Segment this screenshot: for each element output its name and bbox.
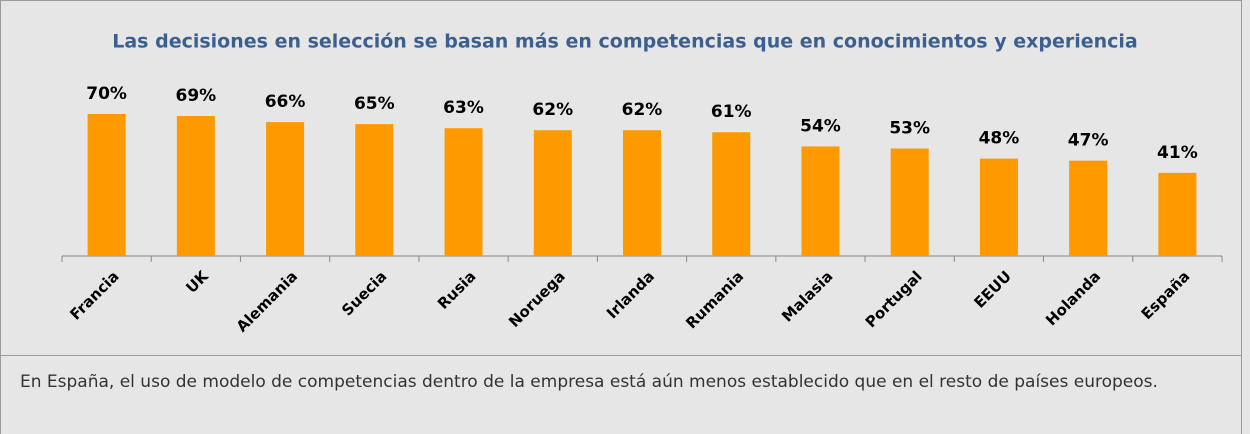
value-label: 41% <box>1157 143 1198 163</box>
value-label: 61% <box>711 102 752 122</box>
bar <box>176 116 215 256</box>
bar <box>1158 172 1197 256</box>
bar <box>623 130 661 256</box>
bar <box>87 113 126 256</box>
bar <box>801 146 840 256</box>
chart-title: Las decisiones en selección se basan más… <box>112 31 1138 53</box>
value-label: 48% <box>979 129 1020 149</box>
value-label: 62% <box>532 100 573 120</box>
value-label: 70% <box>86 84 127 104</box>
bar <box>890 148 929 256</box>
bar <box>1069 160 1108 256</box>
value-label: 54% <box>800 116 841 136</box>
value-label: 62% <box>622 100 663 120</box>
value-label: 47% <box>1068 131 1109 151</box>
bar <box>444 128 483 256</box>
footer-text: En España, el uso de modelo de competenc… <box>20 372 1158 392</box>
bar <box>355 124 394 256</box>
value-label: 63% <box>443 98 484 118</box>
bar <box>979 158 1018 256</box>
bar <box>712 132 751 256</box>
value-label: 65% <box>354 94 395 114</box>
bar <box>266 122 305 257</box>
value-label: 66% <box>265 92 306 112</box>
bar <box>533 130 572 256</box>
value-label: 53% <box>889 118 930 138</box>
value-label: 69% <box>175 86 216 106</box>
